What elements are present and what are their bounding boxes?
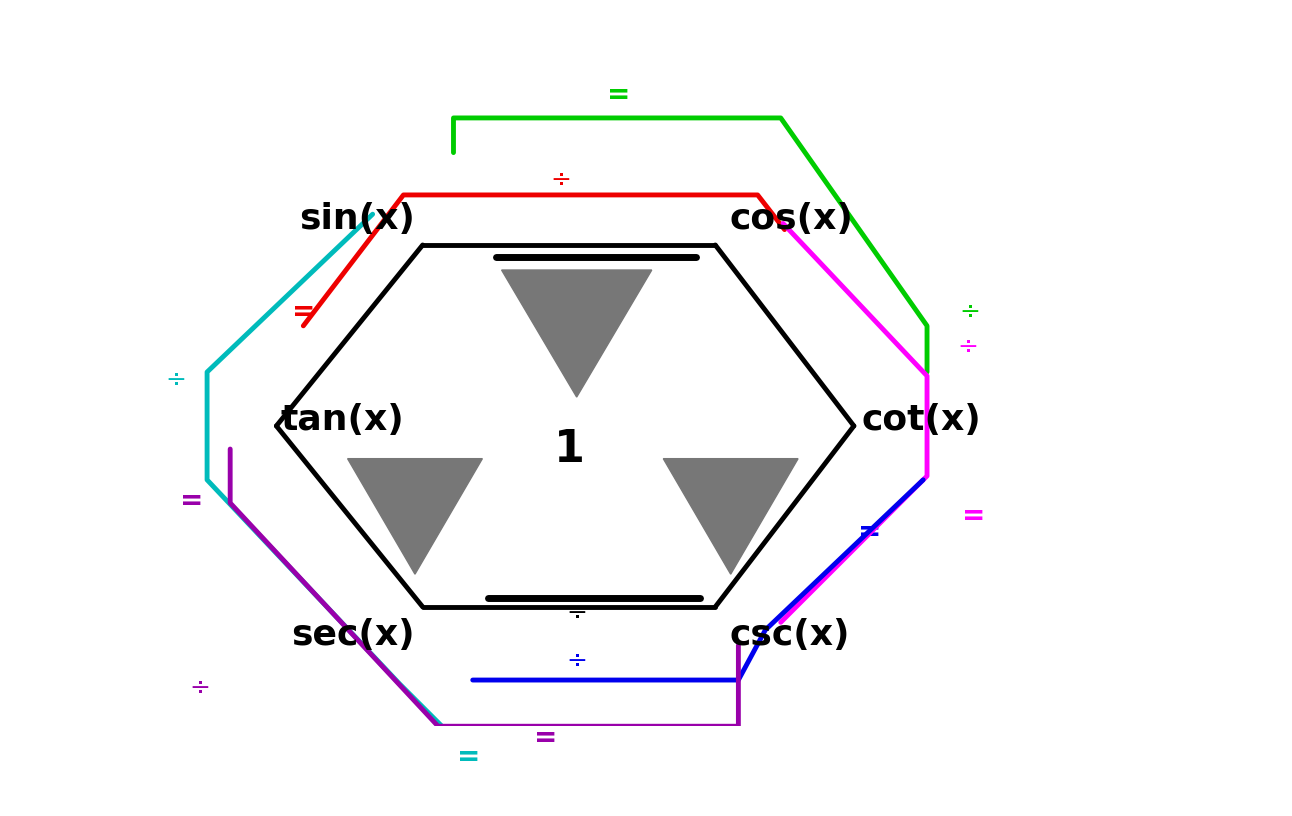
Text: cot(x): cot(x) bbox=[862, 403, 982, 437]
Text: sin(x): sin(x) bbox=[300, 202, 415, 236]
Text: =: = bbox=[457, 743, 481, 771]
Text: ÷: ÷ bbox=[957, 335, 978, 359]
Text: =: = bbox=[858, 518, 881, 546]
Polygon shape bbox=[501, 270, 651, 397]
Text: ÷: ÷ bbox=[566, 649, 587, 672]
Text: ÷: ÷ bbox=[566, 601, 587, 625]
Text: =: = bbox=[607, 81, 630, 109]
Text: ÷: ÷ bbox=[959, 300, 979, 325]
Text: =: = bbox=[961, 503, 985, 530]
Polygon shape bbox=[663, 459, 798, 574]
Text: sec(x): sec(x) bbox=[292, 619, 415, 653]
Text: cos(x): cos(x) bbox=[729, 202, 853, 236]
Text: 1: 1 bbox=[553, 428, 584, 471]
Text: =: = bbox=[534, 724, 558, 752]
Text: csc(x): csc(x) bbox=[729, 619, 850, 653]
Text: ÷: ÷ bbox=[165, 368, 187, 392]
Text: ÷: ÷ bbox=[189, 676, 209, 700]
Text: =: = bbox=[180, 487, 203, 515]
Text: tan(x): tan(x) bbox=[280, 403, 404, 437]
Polygon shape bbox=[348, 459, 482, 574]
Text: ÷: ÷ bbox=[550, 167, 572, 192]
Text: =: = bbox=[292, 299, 315, 326]
